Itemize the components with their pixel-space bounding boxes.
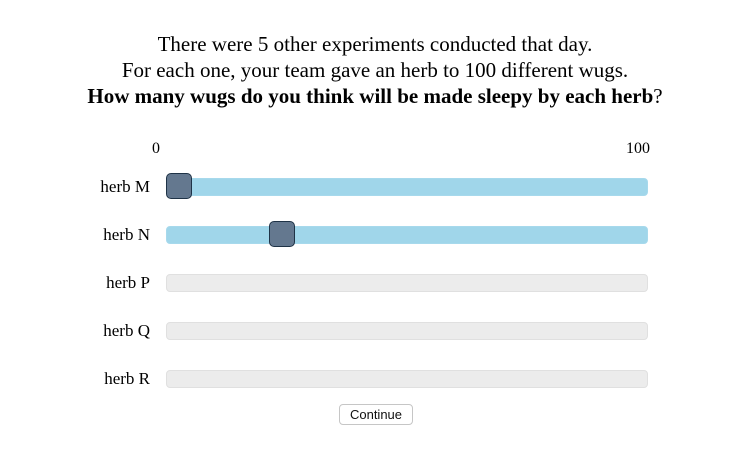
question-line: How many wugs do you think will be made … <box>0 83 744 109</box>
slider-herb-m[interactable] <box>165 173 648 199</box>
slider-label-herb-n: herb N <box>103 225 150 244</box>
slider-handle-herb-n[interactable] <box>268 221 295 247</box>
question-mark: ? <box>653 84 663 108</box>
question-text: How many wugs do you think will be made … <box>87 84 654 108</box>
scale-max-label: 100 <box>626 140 650 157</box>
instructions-line-1: There were 5 other experiments conducted… <box>157 32 593 56</box>
continue-button[interactable]: Continue <box>339 404 413 425</box>
slider-handle-herb-m[interactable] <box>165 173 192 199</box>
slider-label-herb-m: herb M <box>100 177 150 196</box>
scale-min-label: 0 <box>152 140 160 157</box>
instructions-line-2: For each one, your team gave an herb to … <box>121 58 629 82</box>
slider-herb-r[interactable] <box>166 370 648 388</box>
slider-herb-p[interactable] <box>166 274 648 292</box>
slider-label-herb-p: herb P <box>106 273 150 292</box>
slider-herb-n[interactable] <box>166 221 648 247</box>
slider-label-herb-q: herb Q <box>103 321 150 340</box>
instructions: There were 5 other experiments conducted… <box>0 31 744 109</box>
slider-herb-q[interactable] <box>166 322 648 340</box>
slider-label-herb-r: herb R <box>104 369 150 388</box>
